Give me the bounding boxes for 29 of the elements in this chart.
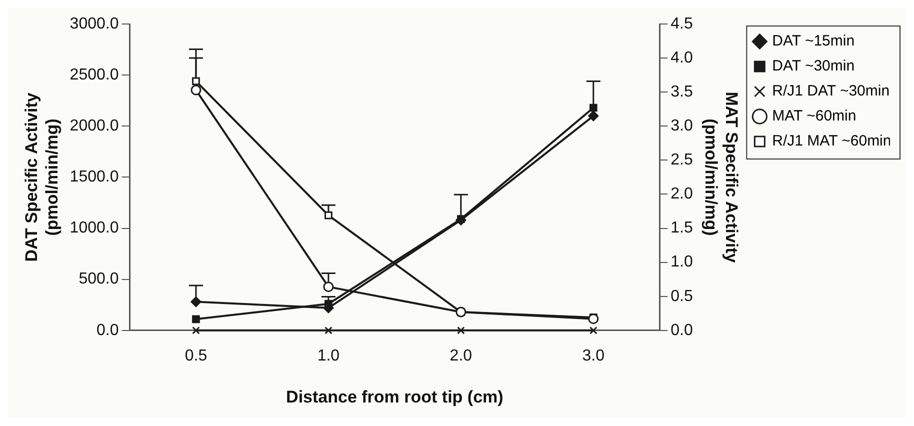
x-tick-label: 1.0 [317, 347, 340, 364]
y2-tick-label: 1.0 [670, 254, 693, 271]
y2-tick-label: 3.0 [670, 118, 693, 135]
y2-tick-label: 0.0 [670, 322, 693, 339]
y-tick-label: 1000.0 [70, 220, 119, 237]
y-tick-label: 1500.0 [70, 168, 119, 186]
y2-tick-label: 1.5 [670, 220, 693, 237]
y2-tick-label: 2.0 [670, 186, 693, 203]
y2-tick-label: 4.5 [670, 15, 693, 32]
y2-tick-label: 3.5 [670, 83, 693, 100]
legend-label: MAT ~60min [772, 108, 856, 125]
legend-label: DAT ~30min [772, 58, 855, 75]
y2-axis-title: MAT Specific Activity (pmol/min/mg) [701, 92, 741, 264]
y2-tick-label: 4.0 [670, 49, 693, 66]
x-axis-title: Distance from root tip (cm) [286, 387, 504, 406]
x-tick-label: 3.0 [582, 347, 605, 364]
y-tick-label: 500.0 [78, 270, 119, 288]
legend-label: DAT ~15min [772, 32, 855, 50]
y-tick-label: 2000.0 [70, 118, 119, 135]
y-axis-title: DAT Specific Activity (pmol/min/mg) [22, 92, 62, 262]
y2-tick-label: 2.5 [670, 152, 693, 169]
x-tick-label: 0.5 [184, 347, 208, 364]
x-tick-label: 2.0 [450, 347, 472, 364]
legend-label: R/J1 MAT ~60min [772, 132, 892, 150]
y2-tick-label: 0.5 [670, 288, 693, 305]
y-tick-label: 0.0 [96, 322, 119, 339]
y-tick-label: 2500.0 [70, 66, 119, 84]
y-tick-label: 3000.0 [70, 15, 119, 32]
legend-label: R/J1 DAT ~30min [772, 82, 890, 100]
